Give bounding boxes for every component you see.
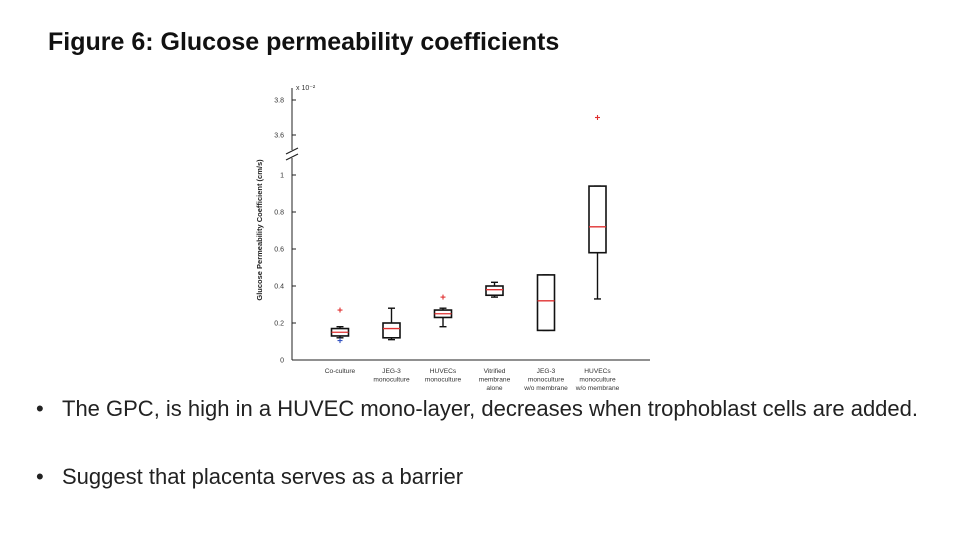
x-category-label: monoculture [425,377,462,384]
x-category-label: Co-culture [325,368,356,375]
bullet-item: • The GPC, is high in a HUVEC mono-layer… [36,393,936,425]
y-tick-label: 0.2 [274,321,284,328]
x-category-label: w/o membrane [575,385,620,392]
y-multiplier-label: x 10⁻² [296,85,316,92]
y-tick-label: 0.8 [274,210,284,217]
box-iqr [536,274,556,332]
y-tick-label: 3.8 [274,98,284,105]
y-tick-label: 0.6 [274,247,284,254]
x-category-label: membrane [479,377,511,384]
bullet-item: • Suggest that placenta serves as a barr… [36,461,936,493]
box-iqr [588,185,607,254]
slide-title: Figure 6: Glucose permeability coefficie… [48,28,560,56]
x-category-label: HUVECs [584,368,611,375]
box-plot-chart: x 10⁻² 0 0.2 0.4 0.6 0.8 1 3.6 3.8 Glucose Permea… [255,85,650,392]
x-category-label: monoculture [528,377,565,384]
x-category-label: alone [486,385,502,392]
bullet-text: Suggest that placenta serves as a barrie… [62,464,464,489]
bullet-dot-icon: • [36,396,44,421]
bullet-text: The GPC, is high in a HUVEC mono-layer, … [62,396,918,421]
y-tick-label: 3.6 [274,133,284,140]
axis-break-mark [285,153,299,161]
axis-break-mark [285,147,299,155]
x-category-label: w/o membrane [523,385,568,392]
box-iqr [485,285,504,297]
bullet-list: • The GPC, is high in a HUVEC mono-layer… [36,393,936,493]
x-category-label: Vitrified [484,368,506,375]
x-category-label: monoculture [373,377,410,384]
x-category-label: JEG-3 [382,368,401,375]
y-axis-label: Glucose Permeability Coefficient (cm/s) [255,159,264,301]
x-category-label: HUVECs [430,368,457,375]
x-category-label: monoculture [579,377,616,384]
x-category-label: JEG-3 [537,368,556,375]
box-iqr [382,322,401,339]
bullet-dot-icon: • [36,464,44,489]
y-tick-label: 0.4 [274,284,284,291]
y-tick-label: 0 [280,358,284,365]
y-tick-label: 1 [280,173,284,180]
